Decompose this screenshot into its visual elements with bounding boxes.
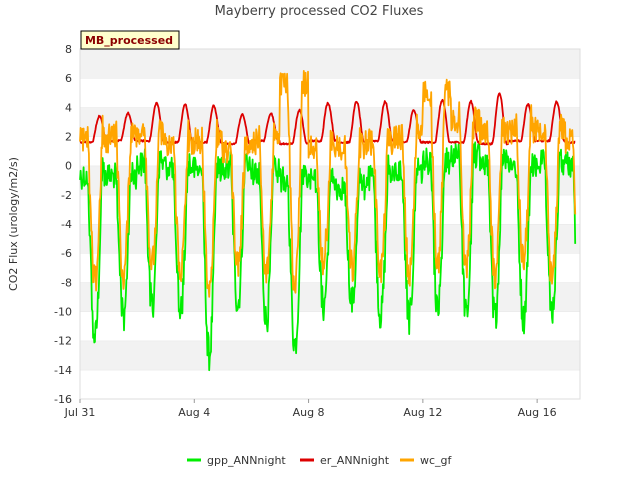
x-tick-label: Aug 4 xyxy=(178,406,210,419)
y-axis-ticks: -16 -14 -12 -10 -8 -6 -4 -2 0 2 4 6 8 xyxy=(54,43,72,406)
processed-badge: MB_processed xyxy=(80,30,180,50)
y-tick-label: 6 xyxy=(65,72,72,85)
y-tick-label: -16 xyxy=(54,393,72,406)
legend-label: er_ANNnight xyxy=(320,454,390,467)
y-tick-label: -2 xyxy=(61,189,72,202)
x-tick-label: Jul 31 xyxy=(64,406,96,419)
y-tick-label: -12 xyxy=(54,335,72,348)
plot-area-border xyxy=(79,48,581,400)
grid-band xyxy=(80,224,580,254)
series-line-gpp_ANNnight xyxy=(79,141,577,372)
legend-label: gpp_ANNnight xyxy=(207,454,286,467)
grid-band xyxy=(80,49,580,79)
y-tick-label: 4 xyxy=(65,101,72,114)
x-tick-label: Aug 12 xyxy=(403,406,442,419)
legend: gpp_ANNnight er_ANNnight wc_gf xyxy=(187,454,453,467)
y-tick-label: -14 xyxy=(54,364,72,377)
badge-label: MB_processed xyxy=(85,34,173,47)
y-tick-label: -10 xyxy=(54,306,72,319)
grid-band xyxy=(80,78,580,108)
y-tick-label: 0 xyxy=(65,160,72,173)
y-tick-label: -4 xyxy=(61,218,72,231)
x-tick-label: Aug 8 xyxy=(293,406,325,419)
y-tick-label: -6 xyxy=(61,247,72,260)
x-tick-label: Aug 16 xyxy=(518,406,557,419)
legend-label: wc_gf xyxy=(420,454,453,467)
badge-box xyxy=(80,30,180,50)
grid-band xyxy=(80,369,580,399)
chart-title: Mayberry processed CO2 Fluxes xyxy=(215,4,424,19)
y-tick-label: 8 xyxy=(65,43,72,56)
x-axis-ticks: Jul 31 Aug 4 Aug 8 Aug 12 Aug 16 xyxy=(64,399,557,419)
y-axis-label: CO2 Flux (urology/m2/s) xyxy=(7,157,20,291)
grid-band xyxy=(80,311,580,341)
series-lines xyxy=(79,70,577,372)
grid-band xyxy=(80,340,580,370)
series-line-wc_gf xyxy=(79,70,577,298)
y-tick-label: 2 xyxy=(65,131,72,144)
y-tick-label: -8 xyxy=(61,276,72,289)
